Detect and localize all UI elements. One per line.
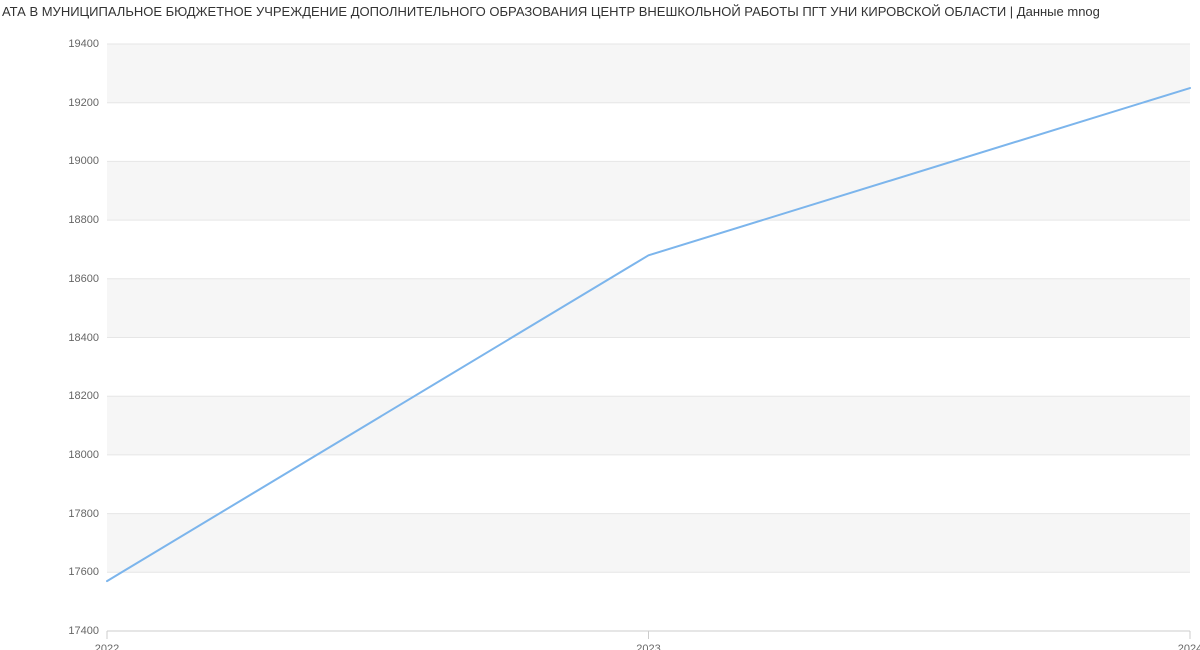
y-tick-label: 19000 [68, 155, 99, 167]
y-tick-label: 18400 [68, 332, 99, 344]
y-tick-label: 18600 [68, 273, 99, 285]
x-tick-label: 2023 [636, 643, 660, 650]
chart-container: 17400 17600 17800 18000 18200 18400 18600 18800… [0, 19, 1200, 650]
x-tick-label: 2024 [1178, 643, 1200, 650]
y-tick-label: 17400 [68, 625, 99, 637]
y-tick-label: 19200 [68, 97, 99, 109]
chart-title: АТА В МУНИЦИПАЛЬНОЕ БЮДЖЕТНОЕ УЧРЕЖДЕНИЕ… [0, 0, 1200, 19]
y-tick-label: 19400 [68, 38, 99, 50]
x-tick-label: 2022 [95, 643, 119, 650]
y-tick-label: 17800 [68, 508, 99, 520]
y-tick-label: 18800 [68, 214, 99, 226]
y-tick-label: 18000 [68, 449, 99, 461]
y-tick-label: 17600 [68, 566, 99, 578]
y-tick-label: 18200 [68, 390, 99, 402]
line-chart [0, 19, 1200, 650]
